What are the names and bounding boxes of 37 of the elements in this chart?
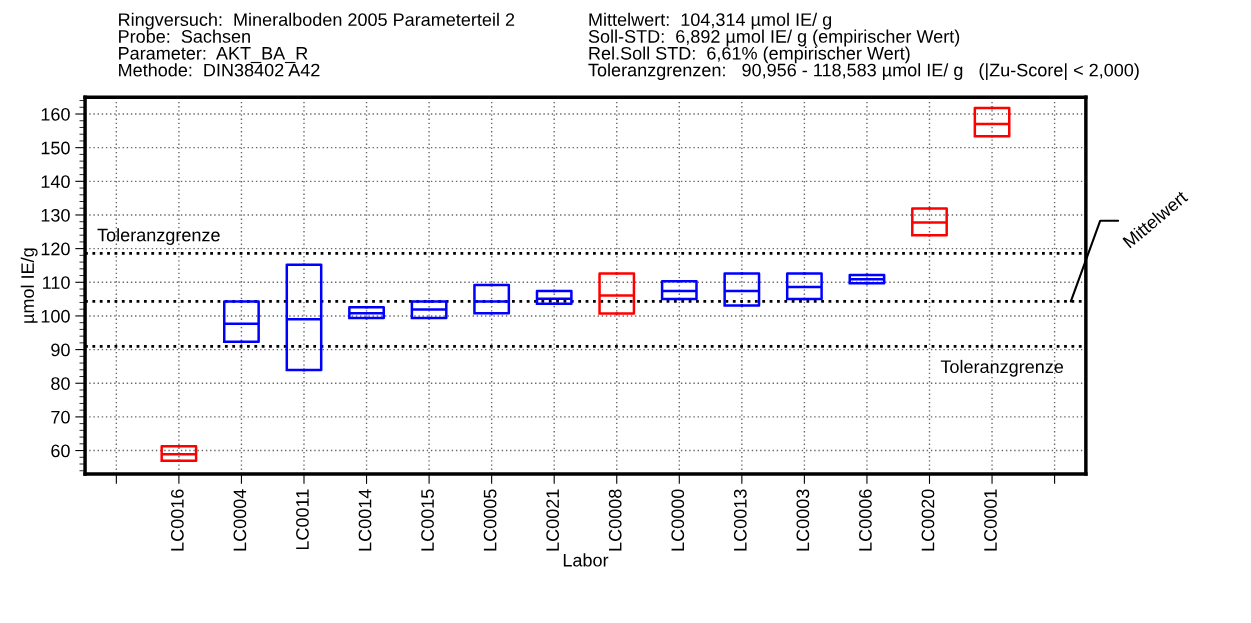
x-tick-label: LC0013 bbox=[733, 489, 747, 551]
text: Methode: DIN38402 A42 bbox=[119, 63, 320, 77]
y-tick-label: 160 bbox=[41, 107, 70, 121]
text: Probe: Sachsen bbox=[119, 29, 250, 43]
x-tick-label: LC0000 bbox=[671, 489, 685, 551]
y-tick-label: 150 bbox=[41, 141, 70, 155]
x-tick-label: LC0005 bbox=[483, 489, 497, 551]
x-tick-label: LC0015 bbox=[421, 489, 434, 551]
x-axis-title: Labor bbox=[563, 553, 609, 567]
x-tick-label: LC0001 bbox=[984, 489, 997, 551]
x-tick-label: LC0014 bbox=[358, 489, 372, 551]
y-tick-label: 130 bbox=[41, 208, 70, 222]
ref-line-label: Toleranzgrenze bbox=[940, 359, 1064, 377]
y-tick-label: 120 bbox=[41, 242, 70, 256]
y-tick-label: 60 bbox=[51, 444, 70, 458]
text: Rel.Soll STD: 6,61% (empirischer Wert) bbox=[589, 46, 910, 64]
y-tick-label: 80 bbox=[51, 377, 70, 390]
chart-title: Ringversuch: Mineralboden 2005 Parameterteil 2 bbox=[119, 12, 515, 30]
x-tick-label: LC0020 bbox=[921, 489, 935, 551]
y-tick-label: 70 bbox=[51, 410, 70, 424]
y-tick-label: 110 bbox=[43, 276, 70, 289]
x-tick-label: LC0003 bbox=[796, 489, 810, 551]
y-tick-label: 140 bbox=[41, 175, 70, 189]
text: Soll-STD: 6,892 µmol IE/ g (empirischer Wert) bbox=[588, 29, 960, 47]
x-tick-label: LC0006 bbox=[859, 489, 872, 551]
y-axis-title: µmol IE/g bbox=[20, 248, 38, 323]
text: Mittelwert: 104,314 µmol IE/ g bbox=[589, 12, 832, 30]
y-tick-label: 100 bbox=[41, 309, 70, 323]
x-tick-label: LC0016 bbox=[170, 489, 184, 551]
y-tick-label: 90 bbox=[51, 343, 70, 357]
x-tick-label: LC0011 bbox=[296, 489, 309, 550]
x-tick-label: LC0004 bbox=[233, 489, 247, 551]
ref-line-label: Toleranzgrenze bbox=[97, 228, 220, 245]
x-tick-label: LC0021 bbox=[546, 489, 560, 551]
text: Toleranzgrenzen: 90,956 - 118,583 µmol IE/ g (|Zu-Score| < 2,000) bbox=[588, 63, 1139, 81]
x-tick-label: LC0008 bbox=[608, 489, 622, 551]
text: Parameter: AKT_BA_R bbox=[119, 47, 308, 64]
